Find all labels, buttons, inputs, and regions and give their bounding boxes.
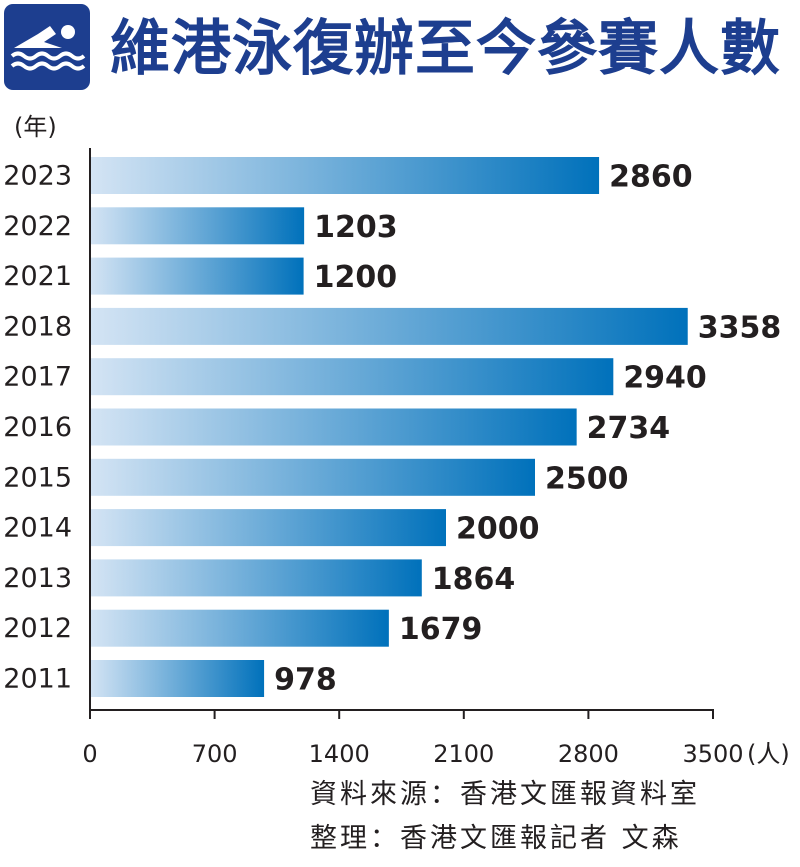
x-tick-label: 0 — [82, 740, 97, 768]
bar-group — [90, 157, 688, 697]
data-label: 2860 — [609, 160, 693, 195]
chart-title: 維港泳復辦至今參賽人數 — [110, 14, 781, 84]
y-tick-label: 2016 — [3, 412, 72, 443]
bar-2018 — [90, 307, 688, 345]
bar-2023 — [90, 157, 600, 194]
x-tick-label: 2800 — [558, 740, 619, 768]
y-tick-label: 2011 — [3, 664, 72, 695]
y-tick-label: 2014 — [3, 513, 72, 544]
x-tick-label: 2100 — [433, 740, 494, 768]
bar-2014 — [90, 509, 446, 547]
data-label: 978 — [274, 663, 337, 698]
chart-header: 維港泳復辦至今參賽人數 — [0, 0, 800, 100]
data-label: 2000 — [456, 512, 540, 547]
data-source-note: 資料來源：香港文匯報資料室 — [310, 779, 700, 810]
bar-2012 — [90, 609, 389, 647]
y-tick-label: 2013 — [3, 563, 72, 594]
data-label: 2734 — [587, 411, 671, 446]
bar-2022 — [90, 207, 305, 245]
data-label: 1679 — [399, 612, 483, 647]
swimmer-icon — [10, 25, 86, 71]
x-axis-unit-label: (人) — [747, 740, 790, 768]
y-tick-label: 2012 — [3, 613, 72, 644]
y-tick-label: 2015 — [3, 462, 72, 493]
y-tick-label: 2018 — [3, 311, 72, 342]
data-label: 1203 — [314, 210, 398, 245]
swimming-logo — [4, 4, 90, 90]
x-tick-label: 3500 — [682, 740, 743, 768]
bar-2015 — [90, 458, 535, 496]
y-tick-label: 2022 — [3, 211, 72, 242]
data-label: 2940 — [623, 361, 707, 396]
data-label: 2500 — [545, 461, 629, 496]
credit-note: 整理：香港文匯報記者 文森 — [310, 823, 682, 854]
bar-2013 — [90, 559, 422, 597]
data-label: 1864 — [432, 562, 516, 597]
data-label: 3358 — [698, 310, 782, 345]
x-tick-label: 1400 — [309, 740, 370, 768]
bar-2021 — [90, 257, 304, 295]
y-axis-labels: 2023 2022 2021 2018 2017 2016 2015 2014 2013 2012… — [3, 161, 72, 695]
y-tick-label: 2021 — [3, 261, 72, 292]
x-tick-label: 700 — [192, 740, 238, 768]
bar-2011 — [90, 660, 265, 697]
data-label: 1200 — [314, 260, 398, 295]
y-tick-label: 2017 — [3, 362, 72, 393]
bar-2016 — [90, 408, 577, 446]
bar-2017 — [90, 358, 614, 396]
bar-chart: 2023 2022 2021 2018 2017 2016 2015 2014 2013 2012… — [3, 148, 790, 768]
y-axis-unit-label: (年) — [14, 113, 57, 141]
y-tick-label: 2023 — [3, 161, 72, 192]
x-axis-ticks: 0 700 1400 2100 2800 3500 — [82, 710, 744, 768]
